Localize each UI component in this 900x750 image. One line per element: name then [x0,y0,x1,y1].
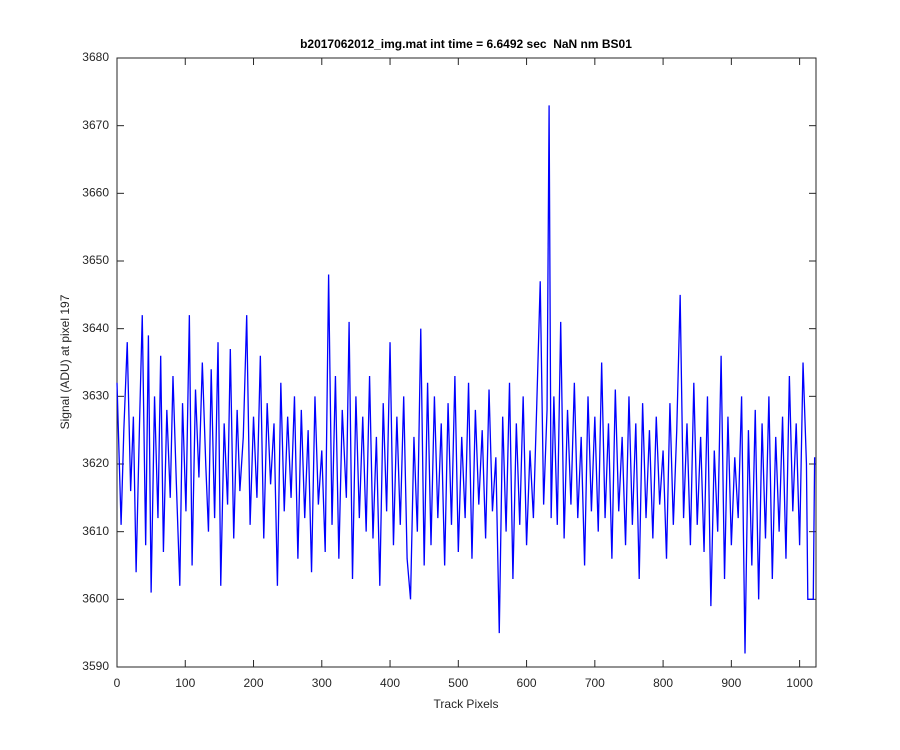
x-tick-label: 700 [585,676,605,690]
x-tick-label: 900 [721,676,741,690]
x-tick-label: 600 [517,676,537,690]
y-tick-label: 3650 [82,253,109,267]
x-tick-label: 400 [380,676,400,690]
x-tick-label: 500 [448,676,468,690]
x-tick-label: 100 [175,676,195,690]
y-tick-label: 3670 [82,118,109,132]
plot-area [116,57,817,668]
chart-title: b2017062012_img.mat int time = 6.6492 se… [300,37,632,51]
x-tick-label: 300 [312,676,332,690]
y-tick-label: 3680 [82,50,109,64]
y-tick-label: 3610 [82,524,109,538]
x-tick-label: 800 [653,676,673,690]
x-tick-label: 0 [114,676,121,690]
x-tick-label: 200 [244,676,264,690]
y-tick-label: 3660 [82,186,109,200]
y-tick-label: 3620 [82,456,109,470]
y-tick-label: 3640 [82,321,109,335]
y-tick-label: 3590 [82,659,109,673]
x-axis-label: Track Pixels [434,697,499,711]
y-tick-label: 3600 [82,592,109,606]
x-tick-label: 1000 [786,676,813,690]
y-axis-label: Signal (ADU) at pixel 197 [58,294,72,429]
data-line [116,105,816,654]
y-tick-label: 3630 [82,389,109,403]
